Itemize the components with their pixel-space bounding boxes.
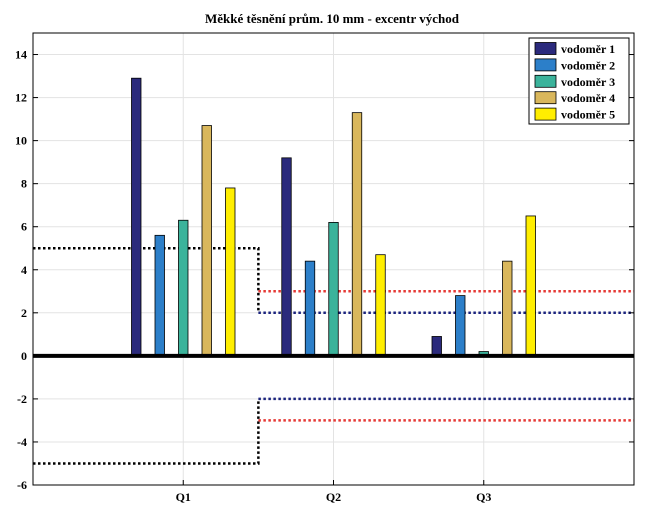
y-tick-label: 2 (21, 306, 27, 320)
limit-line-upper (33, 246, 260, 313)
x-axis-ticks: Q1 Q2 Q3 (176, 480, 491, 504)
bar (328, 222, 339, 357)
bar (455, 295, 466, 357)
limit-lines (33, 246, 634, 465)
x-tick-label: Q3 (476, 490, 491, 504)
chart-title: Měkké těsnění prům. 10 mm - excentr vých… (205, 11, 460, 26)
y-tick-label: 10 (15, 134, 27, 148)
y-axis-ticks: -6 -4 -2 0 2 4 6 8 10 12 14 (15, 48, 634, 492)
bar (225, 187, 236, 357)
legend-label: vodoměr 5 (561, 108, 615, 122)
y-tick-label: 6 (21, 220, 27, 234)
y-tick-label: 12 (15, 91, 27, 105)
legend-swatch (534, 91, 557, 105)
legend-label: vodoměr 1 (561, 42, 615, 56)
x-tick-label: Q2 (326, 490, 341, 504)
legend-label: vodoměr 2 (561, 58, 615, 72)
limit-line-lower (33, 398, 260, 465)
y-tick-label: -4 (17, 435, 27, 449)
bar (525, 215, 536, 357)
legend-swatch (534, 58, 557, 72)
y-tick-label: 0 (21, 349, 27, 363)
legend-swatch (534, 107, 557, 121)
bar (502, 260, 513, 357)
y-tick-label: 8 (21, 177, 27, 191)
y-tick-label: 14 (15, 48, 27, 62)
legend: vodoměr 1 vodoměr 2 vodoměr 3 vodoměr 4 vodo… (528, 37, 630, 125)
bar (201, 125, 212, 357)
x-tick-label: Q1 (176, 490, 191, 504)
y-tick-label: -2 (17, 392, 27, 406)
bar (131, 77, 142, 357)
bar (178, 219, 189, 357)
bar (375, 254, 386, 357)
bar (304, 260, 316, 357)
bar (154, 234, 165, 357)
legend-label: vodoměr 3 (561, 75, 615, 89)
y-tick-label: 4 (21, 263, 27, 277)
bar (431, 336, 442, 357)
legend-swatch (534, 74, 557, 88)
bar (281, 157, 292, 357)
legend-swatch (534, 42, 557, 55)
y-tick-label: -6 (17, 478, 27, 492)
bars (131, 77, 536, 357)
legend-label: vodoměr 4 (561, 91, 615, 105)
bar (351, 112, 363, 357)
